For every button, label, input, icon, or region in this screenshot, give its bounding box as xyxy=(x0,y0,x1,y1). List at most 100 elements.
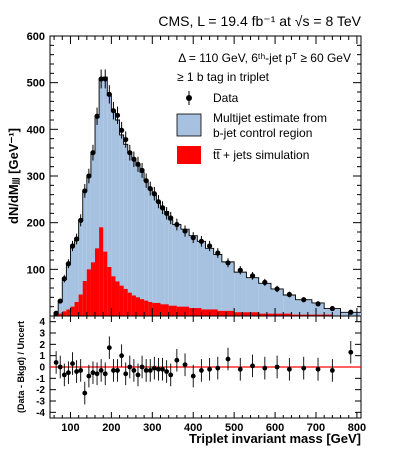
data-point xyxy=(164,210,170,216)
ttbar-bin xyxy=(140,299,145,316)
legend-multijet-label-2: b-jet control region xyxy=(213,126,312,140)
ttbar-bin xyxy=(176,306,190,316)
multijet-bin xyxy=(152,193,157,316)
ratio-point xyxy=(250,363,255,369)
multijet-bin xyxy=(283,295,296,316)
ratio-point xyxy=(207,366,212,372)
data-point xyxy=(94,113,100,119)
multijet-bin xyxy=(270,288,284,316)
y-tick-label: 200 xyxy=(27,218,45,230)
main-axes: 100 200 300 400 500 600 xyxy=(27,31,361,316)
y-axis-title: dN/dMⱼⱼⱼ [GeV⁻¹] xyxy=(6,128,21,224)
ratio-point xyxy=(225,356,231,362)
x-tick-label: 200 xyxy=(102,422,120,434)
x-tick-label: 500 xyxy=(225,422,243,434)
ratio-point xyxy=(70,361,75,366)
multijet-bin xyxy=(107,95,112,316)
ratio-point xyxy=(168,372,174,378)
legend-multijet-swatch xyxy=(176,113,202,137)
ratio-point xyxy=(315,366,321,372)
data-point xyxy=(147,186,153,192)
data-point xyxy=(155,199,162,205)
data-point xyxy=(61,276,67,282)
ttbar-bin xyxy=(131,295,136,316)
multijet-bin xyxy=(111,110,116,317)
data-point xyxy=(53,310,59,316)
ratio-point xyxy=(86,373,92,379)
data-point xyxy=(159,205,166,211)
ttbar-bin xyxy=(234,312,259,316)
data-point xyxy=(286,291,292,298)
ratio-point xyxy=(131,368,137,373)
data-point xyxy=(225,260,231,266)
multijet-bin xyxy=(115,120,120,316)
multijet-bin xyxy=(258,283,271,316)
ratio-point xyxy=(143,368,149,373)
multijet-bin xyxy=(119,134,124,316)
x-tick-label: 700 xyxy=(307,422,325,434)
legend-data-marker xyxy=(186,95,192,101)
data-point xyxy=(73,236,80,242)
ttbar-bin xyxy=(189,308,202,316)
multijet-bin xyxy=(148,189,153,316)
y-tick-label: 300 xyxy=(27,171,45,183)
data-points xyxy=(53,69,354,316)
ttbar-bin xyxy=(54,313,63,316)
data-point xyxy=(78,217,84,223)
multijet-bin xyxy=(205,248,214,316)
ttbar-bin xyxy=(168,305,177,316)
data-point xyxy=(198,238,205,244)
multijet-bin xyxy=(74,240,79,316)
ttbar-bin xyxy=(123,288,128,316)
main-panel: 100 200 300 400 500 600 xyxy=(27,31,362,317)
ratio-y-tick-label: -4 xyxy=(36,408,45,419)
multijet-bin xyxy=(70,246,75,316)
multijet-bin xyxy=(82,190,87,316)
multijet-bin xyxy=(78,220,83,316)
ratio-point xyxy=(348,349,354,355)
multijet-bin xyxy=(311,302,325,316)
data-point xyxy=(65,261,72,267)
x-tick-label: 400 xyxy=(184,422,202,434)
multijet-bin xyxy=(90,152,96,316)
multijet-bin xyxy=(103,77,108,316)
ratio-point xyxy=(53,360,59,365)
ttbar-bin xyxy=(119,285,124,316)
data-point xyxy=(69,243,76,249)
legend-ttbar-swatch xyxy=(177,146,201,164)
ratio-point xyxy=(94,371,100,377)
chart-title: CMS, L = 19.4 fb⁻¹ at √s = 8 TeV xyxy=(158,13,361,29)
data-point xyxy=(106,91,112,97)
ratio-point xyxy=(115,368,120,373)
ratio-y-tick-label: -2 xyxy=(36,385,45,396)
multijet-bin xyxy=(234,272,247,316)
data-point xyxy=(174,221,180,228)
ratio-y-tick-label: 0 xyxy=(39,363,45,374)
ttbar-bin xyxy=(107,267,112,316)
ratio-point xyxy=(329,368,335,373)
data-point xyxy=(249,273,256,279)
ratio-y-tick-label: 1 xyxy=(39,351,45,362)
multijet-bin xyxy=(189,235,198,316)
data-point xyxy=(119,127,125,133)
ratio-point xyxy=(182,362,188,368)
data-point xyxy=(315,301,321,307)
multijet-bin xyxy=(213,254,222,316)
data-point xyxy=(135,161,141,167)
ratio-point xyxy=(57,364,63,370)
ratio-point xyxy=(123,371,129,377)
ratio-point xyxy=(174,357,180,363)
ratio-point xyxy=(156,366,161,372)
multijet-bin xyxy=(144,180,149,316)
multijet-bin xyxy=(123,144,128,316)
ratio-y-tick-label: 2 xyxy=(39,340,45,351)
data-point xyxy=(348,309,354,315)
ratio-y-tick-label: -1 xyxy=(36,374,45,385)
ratio-point xyxy=(301,365,307,371)
ttbar-bin xyxy=(160,304,169,316)
multijet-bin xyxy=(95,117,100,317)
annotation-cut: Δ = 110 GeV, 6ᵗʰ-jet pᵀ ≥ 60 GeV xyxy=(178,51,351,65)
data-point xyxy=(114,112,121,118)
multijet-histogram xyxy=(53,76,361,317)
data-point xyxy=(206,243,213,249)
